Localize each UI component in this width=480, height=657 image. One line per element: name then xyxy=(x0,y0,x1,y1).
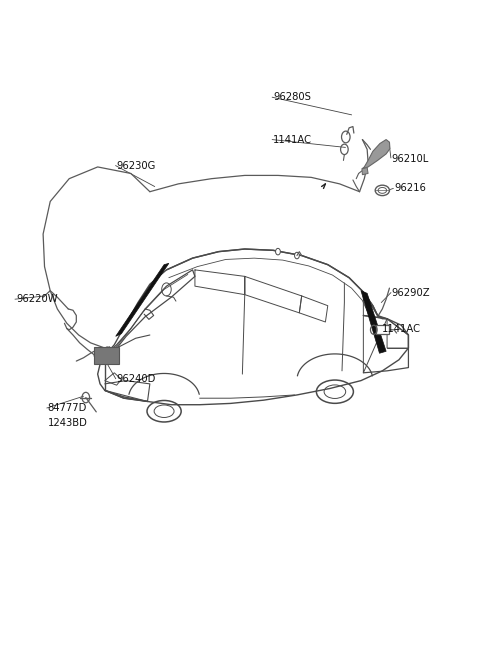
Text: 1141AC: 1141AC xyxy=(273,135,312,145)
Polygon shape xyxy=(116,263,169,336)
Bar xyxy=(376,325,389,334)
Text: 96216: 96216 xyxy=(394,183,426,193)
Text: 96240D: 96240D xyxy=(117,374,156,384)
Text: 84777D: 84777D xyxy=(48,403,87,413)
Text: 96210L: 96210L xyxy=(392,154,429,164)
Text: 96290Z: 96290Z xyxy=(392,288,431,298)
Text: 96230G: 96230G xyxy=(117,161,156,171)
Circle shape xyxy=(295,252,300,259)
Circle shape xyxy=(276,248,280,255)
Text: 96280S: 96280S xyxy=(273,92,311,102)
Ellipse shape xyxy=(375,185,389,196)
Text: 96220W: 96220W xyxy=(16,294,58,304)
Polygon shape xyxy=(361,290,386,353)
Bar xyxy=(94,348,119,364)
Text: 1243BD: 1243BD xyxy=(48,418,88,428)
Polygon shape xyxy=(362,168,368,175)
Polygon shape xyxy=(362,139,390,169)
Text: 1141AC: 1141AC xyxy=(383,323,421,334)
Ellipse shape xyxy=(378,187,386,193)
